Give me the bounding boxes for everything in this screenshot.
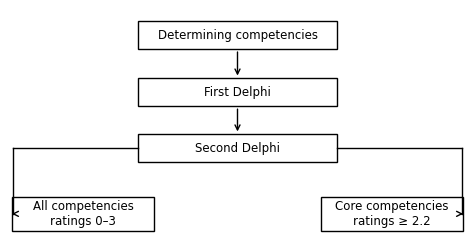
Bar [138, 134, 337, 162]
Bar [12, 197, 154, 231]
Bar [138, 21, 337, 49]
Text: All competencies
ratings 0–3: All competencies ratings 0–3 [33, 200, 133, 228]
Text: Core competencies
ratings ≥ 2.2: Core competencies ratings ≥ 2.2 [335, 200, 448, 228]
Text: Determining competencies: Determining competencies [158, 29, 317, 42]
Text: First Delphi: First Delphi [204, 86, 271, 99]
Text: Second Delphi: Second Delphi [195, 142, 280, 155]
Bar [138, 78, 337, 106]
Bar [321, 197, 463, 231]
